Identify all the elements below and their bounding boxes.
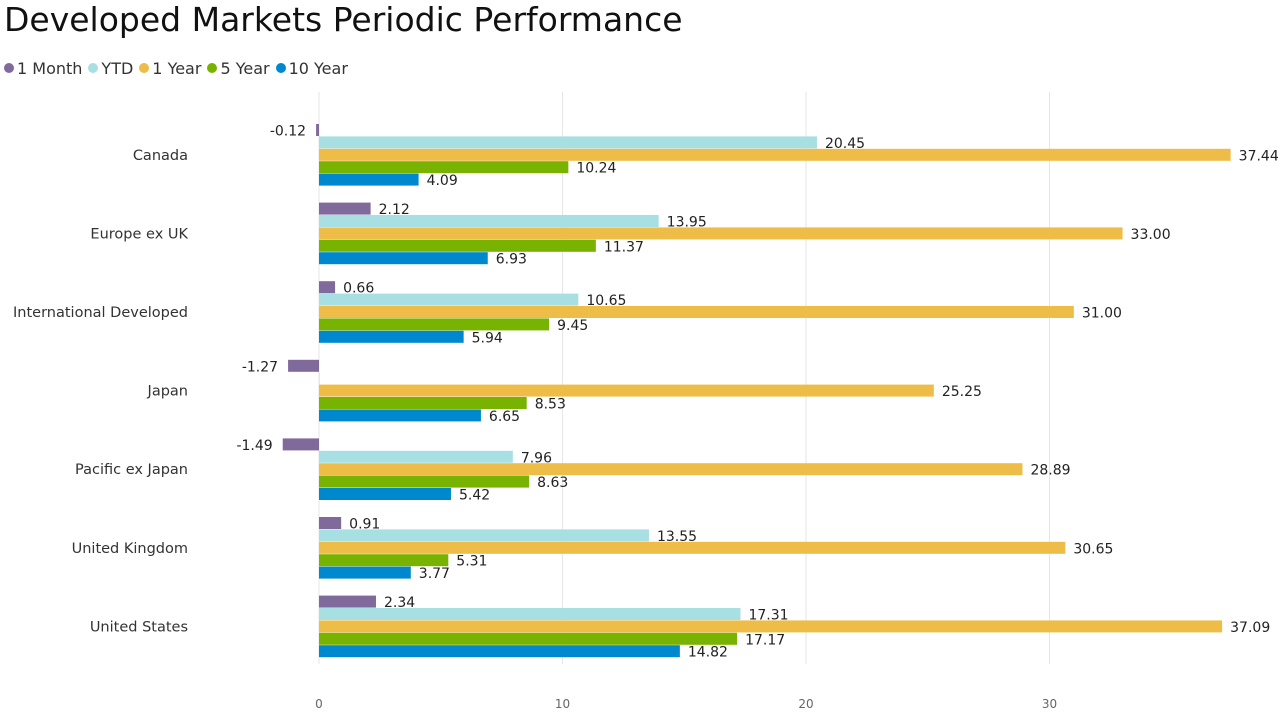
legend-label: 1 Year	[152, 58, 202, 78]
bar[interactable]	[319, 529, 649, 542]
data-label: 3.77	[419, 566, 450, 582]
data-label: 20.45	[825, 136, 865, 152]
bar[interactable]	[319, 620, 1223, 633]
data-label: 33.00	[1131, 227, 1171, 243]
bar[interactable]	[319, 595, 376, 608]
data-label: -1.49	[236, 438, 272, 454]
data-label: 17.17	[745, 632, 785, 648]
legend-marker	[275, 63, 286, 73]
data-label: 13.95	[667, 215, 707, 231]
legend-item[interactable]: 1 Month	[4, 59, 82, 78]
data-label: 31.00	[1082, 306, 1122, 322]
chart-title: Developed Markets Periodic Performance	[4, 0, 683, 39]
legend-marker	[88, 63, 99, 73]
bar[interactable]	[316, 124, 319, 136]
data-label: 14.82	[688, 645, 728, 661]
legend-marker	[139, 63, 150, 73]
data-label: -1.27	[242, 359, 278, 375]
category-label: Canada	[133, 148, 188, 164]
bar[interactable]	[319, 541, 1066, 554]
bar[interactable]	[319, 566, 411, 579]
category-label: Pacific ex Japan	[75, 462, 188, 478]
data-label: 6.93	[496, 252, 527, 268]
bar[interactable]	[319, 397, 527, 409]
bar[interactable]	[319, 306, 1074, 318]
data-label: 28.89	[1030, 463, 1070, 479]
bar[interactable]	[319, 554, 449, 567]
category-label: Europe ex UK	[90, 226, 188, 242]
bar[interactable]	[319, 161, 569, 174]
data-label: 13.55	[657, 529, 697, 545]
bar[interactable]	[319, 632, 738, 645]
legend-item[interactable]: 10 Year	[275, 58, 348, 78]
legend-label: 1 Month	[17, 58, 83, 78]
bar[interactable]	[319, 215, 659, 227]
bar[interactable]	[319, 475, 530, 488]
bar[interactable]	[282, 438, 319, 451]
legend-marker	[4, 63, 14, 73]
data-label: 9.45	[557, 318, 588, 334]
x-tick-label: 0	[315, 697, 323, 711]
bar[interactable]	[319, 372, 320, 385]
bar[interactable]	[319, 293, 579, 306]
data-label: 8.63	[537, 475, 568, 491]
bar[interactable]	[319, 318, 550, 331]
data-label: 6.65	[489, 409, 520, 425]
category-label: Japan	[147, 384, 188, 400]
category-label: United States	[90, 619, 188, 635]
legend-label: 5 Year	[220, 58, 270, 78]
data-label: 8.53	[535, 397, 566, 413]
bar[interactable]	[319, 227, 1123, 240]
data-label: 5.94	[472, 330, 503, 346]
bar[interactable]	[319, 488, 451, 500]
data-label: 4.09	[427, 173, 458, 189]
x-tick-label: 10	[555, 697, 570, 711]
legend-item[interactable]: 1 Year	[139, 59, 201, 78]
bar[interactable]	[319, 330, 464, 343]
data-label: 37.44	[1239, 148, 1279, 164]
legend-label: YTD	[101, 58, 134, 78]
data-label: 0.91	[349, 517, 380, 533]
bar[interactable]	[319, 173, 419, 186]
data-label: 2.34	[384, 595, 415, 611]
bar[interactable]	[319, 384, 934, 397]
legend-item[interactable]: 5 Year	[207, 58, 270, 78]
data-label: 0.66	[343, 281, 374, 297]
data-label: 2.12	[379, 202, 410, 218]
bar[interactable]	[319, 608, 741, 620]
category-label: International Developed	[13, 305, 188, 321]
bar[interactable]	[319, 136, 817, 149]
category-label: United Kingdom	[72, 541, 188, 557]
data-label: 7.96	[521, 450, 552, 466]
bar[interactable]	[319, 409, 481, 422]
bar[interactable]	[288, 359, 319, 372]
bar[interactable]	[319, 148, 1231, 161]
bar[interactable]	[319, 281, 336, 294]
bar[interactable]	[319, 202, 371, 215]
bar[interactable]	[319, 239, 596, 252]
data-label: 17.31	[748, 608, 788, 624]
x-tick-label: 20	[798, 697, 813, 711]
data-label: -0.12	[270, 124, 306, 140]
bar[interactable]	[319, 252, 488, 265]
x-tick-label: 30	[1042, 697, 1057, 711]
data-label: 5.42	[459, 488, 490, 504]
data-label: 30.65	[1073, 541, 1113, 557]
data-label: 10.65	[586, 293, 626, 309]
legend: 1 Month YTD 1 Year 5 Year 10 Year	[4, 57, 354, 79]
bar[interactable]	[319, 450, 513, 463]
data-label: 10.24	[576, 161, 616, 177]
data-label: 11.37	[604, 239, 644, 255]
legend-item[interactable]: YTD	[88, 59, 133, 78]
data-label: 37.09	[1230, 620, 1270, 636]
bar[interactable]	[319, 645, 680, 658]
data-label: 5.31	[456, 554, 487, 570]
legend-label: 10 Year	[288, 58, 348, 78]
legend-marker	[207, 63, 218, 73]
bar[interactable]	[319, 517, 342, 529]
bar[interactable]	[319, 463, 1023, 476]
data-label: 25.25	[942, 384, 982, 400]
